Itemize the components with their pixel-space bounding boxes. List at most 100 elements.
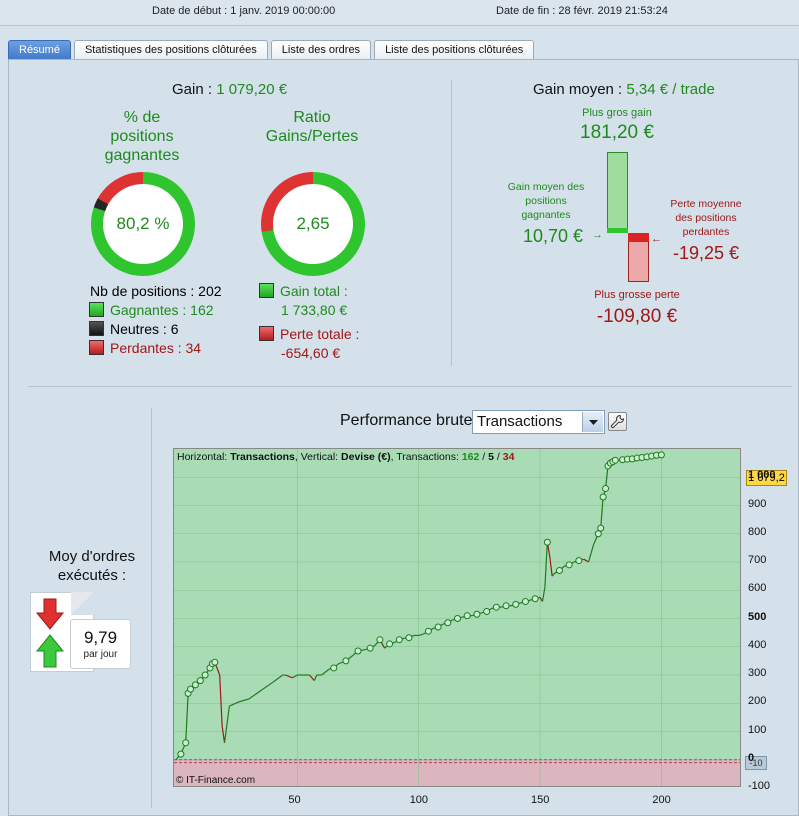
chart-header-wins: 162 — [461, 451, 480, 463]
equity-segment — [587, 544, 595, 563]
plus-gros-gain-value: 181,20 € — [580, 122, 654, 143]
perte-moyenne-value: -19,25 € — [672, 243, 740, 263]
data-point — [543, 538, 551, 546]
chevron-down-icon[interactable] — [582, 412, 603, 432]
data-point — [424, 627, 432, 635]
perdantes-text: Perdantes : 34 — [110, 340, 202, 356]
data-point — [502, 602, 510, 610]
tab-statistiques[interactable]: Statistiques des positions clôturées — [73, 40, 268, 60]
chart-header-v-val: Devise (€) — [341, 451, 391, 463]
tab-bar: Résumé Statistiques des positions clôtur… — [8, 40, 535, 60]
x-tick-label: 50 — [288, 794, 301, 806]
y-tick-label: 800 — [748, 525, 767, 538]
gain-moyen-pos-value: 10,70 € — [522, 226, 584, 246]
y-tick-label: 400 — [748, 638, 767, 651]
y-tick-label: -100 — [748, 780, 771, 792]
equity-segment — [541, 587, 546, 602]
equity-segment — [600, 496, 604, 529]
chart-header-h: Horizontal: — [177, 451, 228, 463]
tab-liste-ordres[interactable]: Liste des ordres — [270, 40, 372, 60]
ratio-donut: 2,65 — [261, 172, 365, 276]
equity-segment — [309, 674, 315, 682]
performance-select[interactable]: Transactions — [472, 410, 605, 434]
equity-segment — [583, 558, 589, 563]
y-tick-label: 1 000 — [748, 469, 776, 482]
x-tick-label: 150 — [531, 794, 550, 806]
equity-segment — [549, 556, 553, 577]
win-pct-value: 80,2 % — [103, 184, 183, 264]
vertical-divider — [451, 80, 452, 366]
gain-moyen-value: 5,34 € / trade — [626, 81, 715, 98]
chart-header-v: , Vertical: — [294, 451, 339, 463]
gain-value: 1 079,20 € — [216, 81, 288, 98]
data-point — [597, 524, 605, 532]
data-point — [187, 685, 195, 693]
data-point — [602, 485, 610, 493]
data-point — [555, 566, 563, 574]
data-point — [434, 623, 442, 631]
data-point — [565, 561, 573, 569]
data-point — [366, 644, 374, 652]
gain-bar — [607, 152, 628, 233]
y-tick-label: 0 — [748, 751, 755, 764]
tab-liste-positions[interactable]: Liste des positions clôturées — [374, 40, 535, 60]
start-date: Date de début : 1 janv. 2019 00:00:00 — [152, 5, 336, 17]
orders-value: 9,79 — [83, 628, 118, 647]
equity-segment — [551, 572, 556, 577]
data-point — [599, 493, 607, 501]
orders-unit: par jour — [83, 649, 118, 660]
positive-area — [174, 449, 740, 760]
x-tick-label: 200 — [652, 794, 671, 806]
copyright: © IT-Finance.com — [176, 775, 256, 786]
data-point — [492, 603, 500, 611]
arrow-right-icon: → — [592, 229, 603, 241]
equity-segment — [604, 465, 609, 489]
gain-moyen-line: Gain moyen : 5,34 € / trade — [533, 81, 715, 98]
equity-segment — [272, 674, 284, 683]
gain-moyen-pos-label: Gain moyen des positions gagnantes — [507, 181, 585, 221]
equity-segment — [229, 701, 240, 707]
equity-segment — [313, 674, 318, 681]
data-point — [512, 600, 520, 608]
chart-header-sep: / — [493, 451, 503, 463]
data-point — [201, 671, 209, 679]
page-fold — [71, 592, 94, 615]
data-point — [611, 456, 619, 464]
y-tick-label: 900 — [748, 497, 767, 510]
neutres-text: Neutres : 6 — [110, 321, 179, 337]
arrow-left-icon: ← — [651, 233, 662, 245]
tab-resume[interactable]: Résumé — [8, 40, 71, 60]
perte-moyenne-label: Perte moyenne des positions perdantes — [670, 198, 742, 238]
arrow-down-icon — [35, 598, 65, 630]
data-point — [376, 636, 384, 644]
gain-label: Gain : — [172, 81, 213, 98]
performance-select-value: Transactions — [477, 413, 563, 430]
equity-segment — [260, 681, 274, 692]
gain-moyen-label: Gain moyen : — [533, 81, 623, 98]
data-point — [330, 664, 338, 672]
win-pct-title: % de positions gagnantes — [104, 109, 180, 164]
horizontal-divider — [28, 386, 792, 387]
nb-positions: Nb de positions : 202 — [90, 283, 222, 299]
chart-header-h-val: Transactions — [230, 451, 295, 463]
plus-grosse-perte-value: -109,80 € — [596, 306, 678, 327]
x-tick-label: 100 — [409, 794, 429, 806]
equity-segment — [221, 725, 226, 743]
equity-segment — [321, 668, 330, 676]
legend-gagnantes: Gagnantes : 162 — [89, 301, 214, 320]
data-point — [594, 530, 602, 538]
data-point — [575, 557, 583, 565]
y-tick-label: 100 — [748, 723, 767, 736]
chart-header-t: , Transactions: — [390, 451, 459, 463]
equity-segment — [238, 698, 249, 703]
end-date: Date de fin : 28 févr. 2019 21:53:24 — [496, 5, 668, 17]
negative-area — [174, 759, 740, 786]
perte-totale-value: -654,60 € — [281, 345, 341, 361]
data-point — [657, 451, 665, 459]
data-point — [386, 640, 394, 648]
data-point — [405, 634, 413, 642]
y-tick-label: 500 — [748, 610, 767, 623]
data-point — [463, 612, 471, 620]
wrench-icon[interactable] — [608, 412, 627, 431]
equity-segment — [185, 693, 189, 743]
